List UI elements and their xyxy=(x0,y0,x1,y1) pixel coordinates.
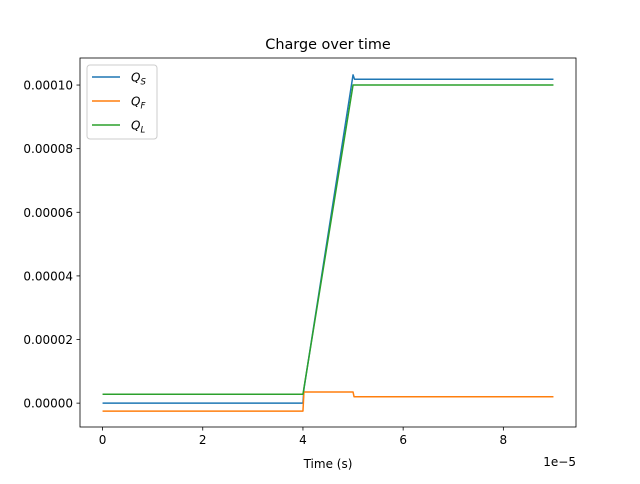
chart-title: Charge over time xyxy=(265,37,391,53)
x-axis-ticks: 0 2 4 6 8 xyxy=(99,427,507,447)
legend-label-q-f: QF xyxy=(131,95,145,112)
x-tick-label: 8 xyxy=(500,433,508,447)
x-tick-label: 4 xyxy=(299,433,307,447)
y-tick-label: 0.00006 xyxy=(23,206,73,220)
y-tick-label: 0.00010 xyxy=(23,79,73,93)
axes-frame xyxy=(79,57,577,428)
x-tick-label: 0 xyxy=(99,433,107,447)
series-line-q-s xyxy=(102,74,554,404)
x-tick-label: 6 xyxy=(399,433,407,447)
legend-label-q-l: QL xyxy=(131,119,145,136)
y-axis-ticks: 0.00000 0.00002 0.00004 0.00006 0.00008 0.000… xyxy=(23,79,80,411)
y-tick-label: 0.00004 xyxy=(23,269,73,283)
legend-label-q-s: QS xyxy=(131,71,146,88)
legend: QS QF QL xyxy=(86,64,158,140)
series-line-q-f xyxy=(102,391,554,412)
x-axis-label: Time (s) xyxy=(303,457,353,471)
plot-area xyxy=(102,74,554,412)
y-tick-label: 0.00002 xyxy=(23,333,73,347)
series-line-q-l xyxy=(102,84,554,395)
x-axis-offset-label: 1e−5 xyxy=(543,455,576,469)
y-tick-label: 0.00000 xyxy=(23,397,73,411)
legend-frame xyxy=(86,64,158,140)
x-tick-label: 2 xyxy=(199,433,207,447)
y-tick-label: 0.00008 xyxy=(23,142,73,156)
